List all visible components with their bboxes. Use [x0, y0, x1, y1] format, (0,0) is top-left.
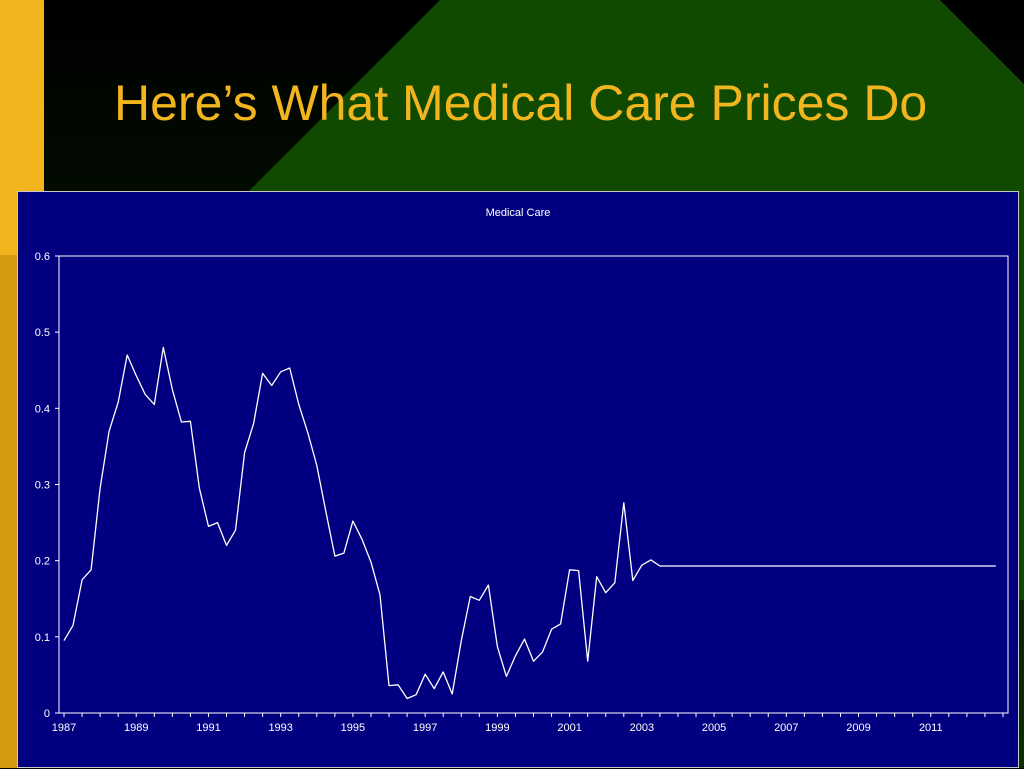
line-chart: 0 0.1 0.2 0.3 0.4 0.5 0.6 1987 1989 1991 1993 1995 1…	[35, 251, 1009, 734]
x-tick-label: 2005	[702, 722, 726, 734]
x-tick-label: 1989	[124, 722, 148, 734]
plot-area-frame	[58, 255, 1009, 714]
y-tick-label: 0.5	[35, 327, 50, 339]
x-tick-label: 1991	[196, 722, 220, 734]
y-tick-label: 0.6	[35, 251, 50, 263]
x-tick-label: 1995	[341, 722, 365, 734]
slide-title: Here’s What Medical Care Prices Do	[114, 75, 928, 131]
y-tick-label: 0.3	[35, 480, 50, 492]
y-tick-label: 0.2	[35, 556, 50, 568]
x-tick-label: 2011	[919, 722, 943, 734]
x-tick-label: 1999	[485, 722, 509, 734]
series-line	[63, 346, 996, 700]
x-tick-label: 2009	[846, 722, 870, 734]
x-tick-label: 1997	[413, 722, 437, 734]
chart-title: Medical Care	[485, 207, 551, 219]
x-tick-label: 2003	[630, 722, 654, 734]
y-tick-label: 0	[44, 708, 50, 720]
y-tick-label: 0.4	[35, 403, 50, 415]
x-tick-label: 2001	[557, 722, 581, 734]
x-tick-label: 1993	[268, 722, 292, 734]
y-tick-label: 0.1	[35, 632, 50, 644]
x-tick-label: 2007	[774, 722, 798, 734]
chart-panel: Medical Care 0 0.1 0.2 0.3 0.4 0.5 0.6 1987 1989…	[17, 191, 1019, 768]
x-tick-label: 1987	[52, 722, 76, 734]
